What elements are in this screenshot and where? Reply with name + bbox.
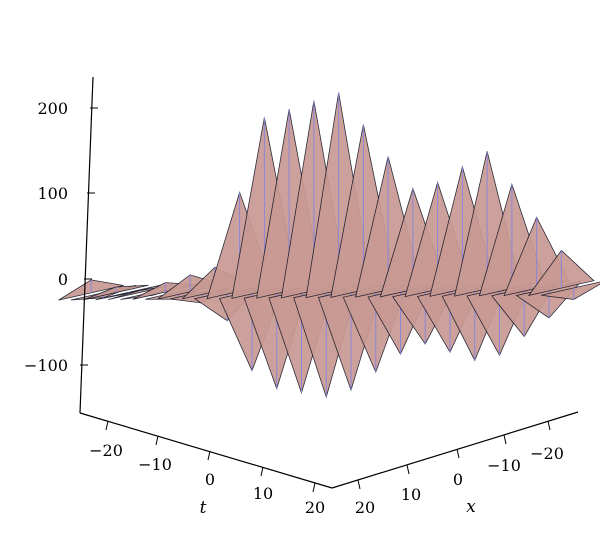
z-ticks: −100 0 100 200 [24,99,98,375]
x-tick-mark [357,479,361,490]
x-tick-mark [547,420,551,431]
t-tick-mark [105,420,109,431]
t-tick-label: 0 [205,470,215,489]
t-tick-label: 20 [305,498,325,517]
t-tick-label: 10 [253,484,273,503]
surface [58,92,600,399]
x-tick-label: −20 [530,444,564,463]
z-tick-label: −100 [24,356,68,375]
z-tick-label: 0 [58,270,68,289]
x-tick-label: 0 [453,470,463,489]
t-tick-mark [207,450,211,461]
x-ticks: 20 10 0 −10 −20 [355,420,564,517]
z-tick-label: 100 [37,184,68,203]
z-axis [79,76,94,414]
t-tick-mark [312,482,316,493]
x-tick-label: 20 [355,498,375,517]
z-tick-label: 200 [37,99,68,118]
x-axis [331,411,579,489]
t-ticks: −20 −10 0 10 20 [89,420,325,517]
t-tick-mark [155,435,159,446]
x-tick-mark [503,434,507,445]
x-tick-label: −10 [487,456,521,475]
t-axis-title: t [200,498,207,518]
t-axis [79,412,333,489]
t-tick-label: −10 [138,455,172,474]
x-tick-mark [406,464,410,475]
t-tick-label: −20 [89,441,123,460]
x-axis-title: x [466,497,476,517]
t-tick-mark [260,466,264,477]
x-tick-label: 10 [401,485,421,504]
x-tick-mark [456,448,460,459]
